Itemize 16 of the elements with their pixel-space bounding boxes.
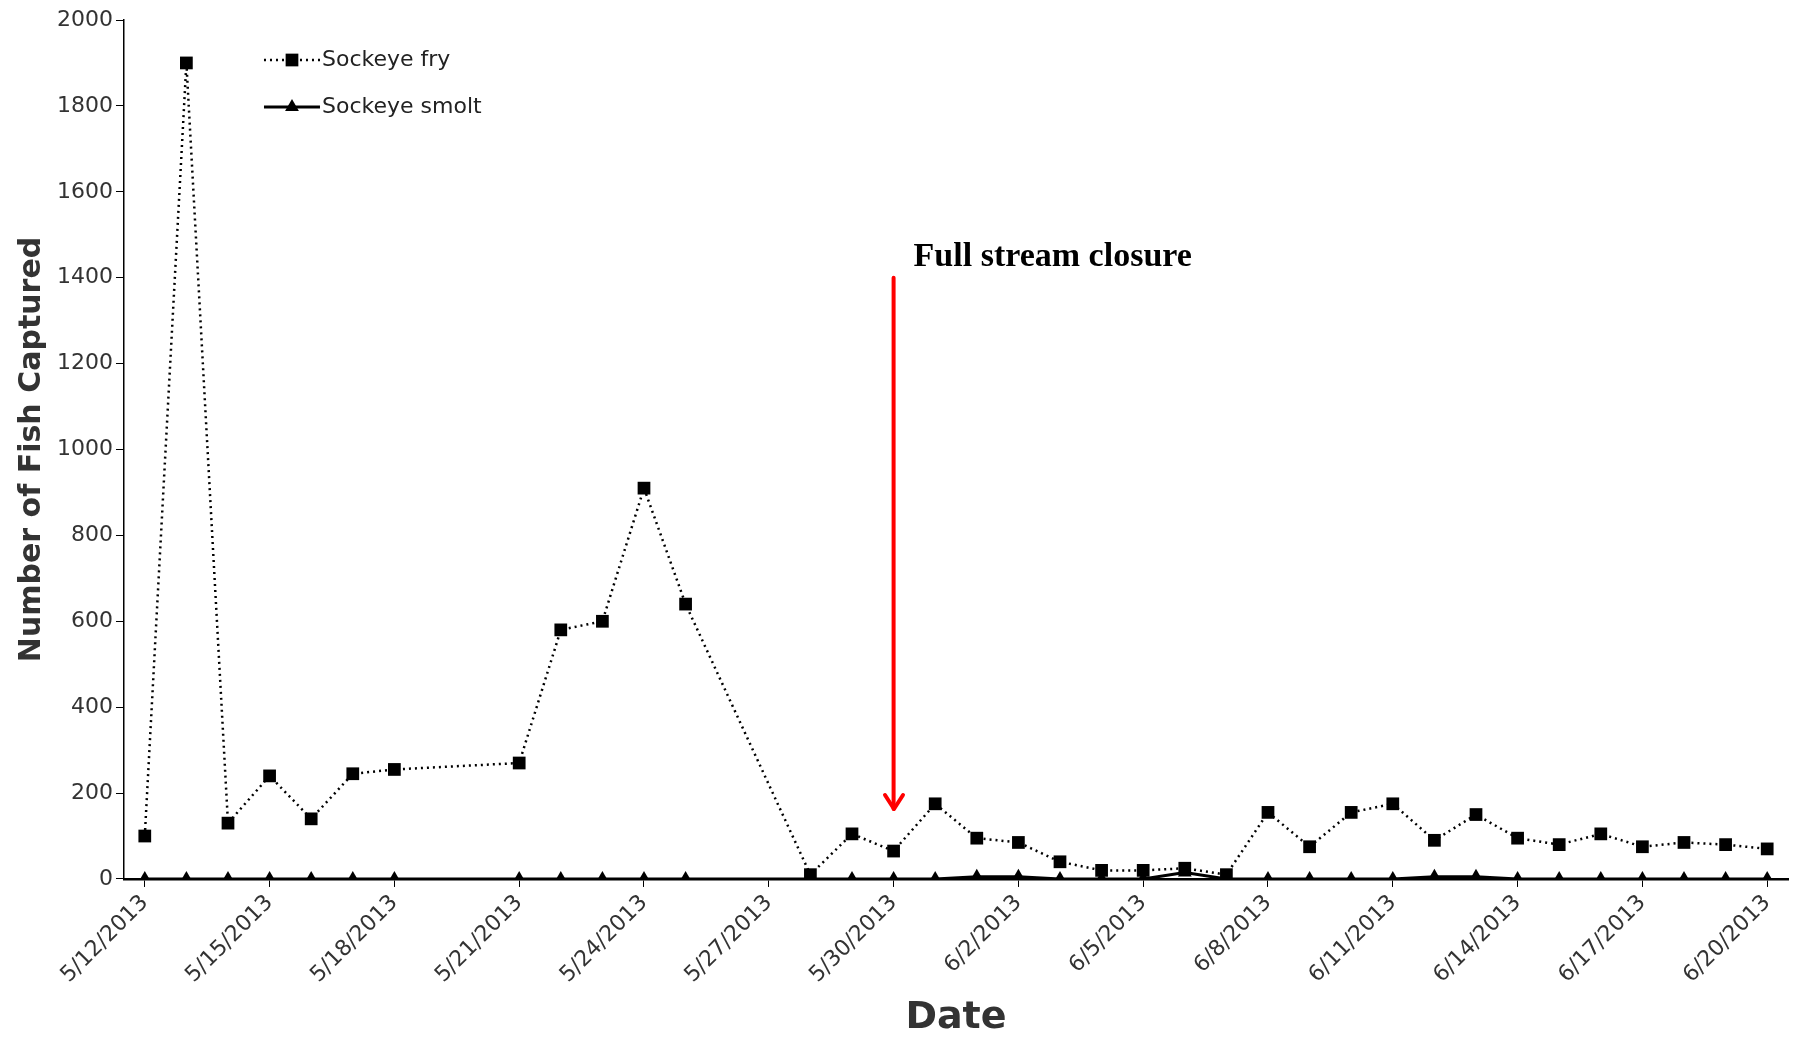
y-tick-label: 400 bbox=[70, 692, 113, 718]
y-axis-title: Number of Fish Captured bbox=[11, 236, 47, 663]
x-axis-title: Date bbox=[905, 993, 1007, 1038]
legend-label: Sockeye fry bbox=[321, 45, 451, 71]
y-tick-label: 1400 bbox=[56, 263, 113, 289]
ref-line-label: Full stream closure bbox=[913, 235, 1192, 273]
y-tick-label: 200 bbox=[70, 778, 113, 804]
y-tick-label: 800 bbox=[70, 521, 113, 547]
legend-label: Sockeye smolt bbox=[321, 92, 483, 118]
y-tick-label: 1800 bbox=[56, 91, 113, 117]
y-tick-label: 1000 bbox=[56, 435, 113, 461]
y-tick-label: 0 bbox=[98, 864, 113, 890]
y-tick-label: 2000 bbox=[56, 5, 113, 31]
y-tick-label: 600 bbox=[70, 607, 113, 632]
y-tick-label: 1600 bbox=[56, 177, 113, 203]
y-tick-label: 1200 bbox=[56, 349, 113, 375]
